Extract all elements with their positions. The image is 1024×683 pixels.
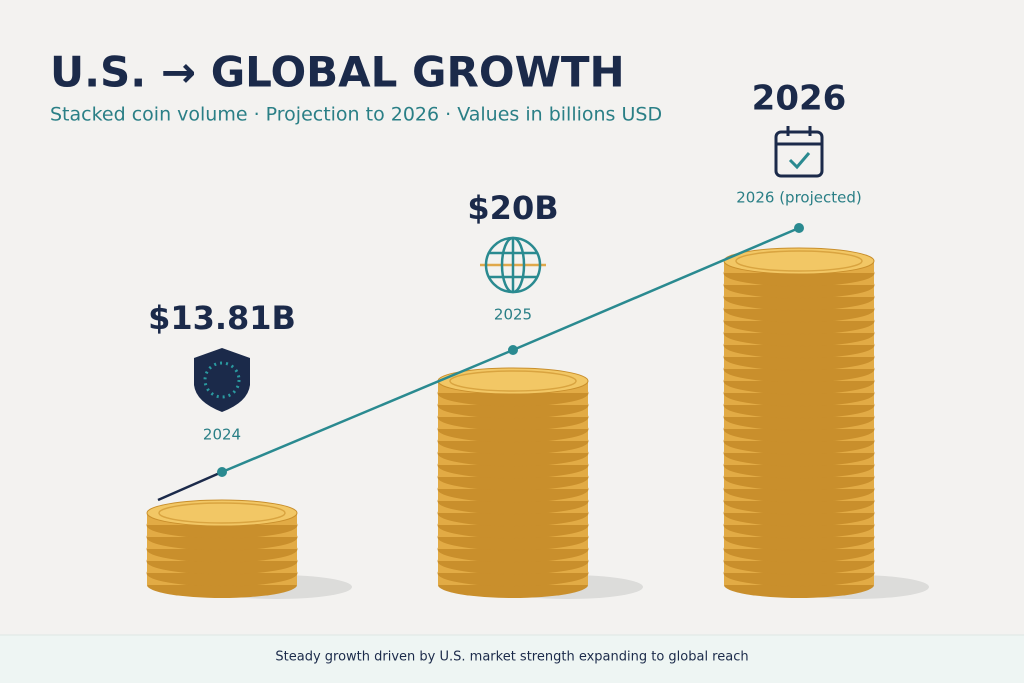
coin-inner: [735, 250, 863, 272]
year-label: 2026 (projected): [736, 189, 861, 207]
headline: $20B: [467, 189, 558, 227]
coin-inner: [158, 502, 286, 524]
footer-text: Steady growth driven by U.S. market stre…: [275, 650, 748, 665]
coin-stacks: [146, 247, 929, 599]
year-label: 2024: [203, 426, 241, 444]
trend-dot: [794, 223, 804, 233]
trend-segment: [157, 470, 223, 502]
shield-icon: [194, 348, 250, 412]
headline: $13.81B: [148, 299, 296, 337]
subtitle: Stacked coin volume · Projection to 2026…: [50, 104, 662, 126]
coin-face: [723, 247, 875, 275]
trend-dot: [217, 467, 227, 477]
coin-face: [146, 499, 298, 527]
footer-band: [0, 635, 1024, 683]
globe-icon: [480, 236, 546, 294]
trend-line: [157, 223, 804, 502]
trend-dot: [508, 345, 518, 355]
calendar-icon: [774, 126, 824, 178]
title: U.S. → GLOBAL GROWTH: [50, 48, 625, 97]
coin-inner: [449, 370, 577, 392]
year-label: 2025: [494, 306, 532, 324]
headline: 2026: [752, 79, 847, 119]
